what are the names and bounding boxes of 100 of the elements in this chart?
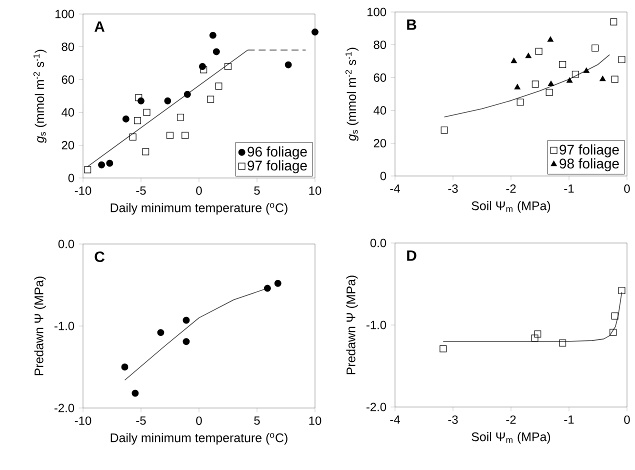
point	[535, 48, 542, 55]
y-axis-title: g$_{s}$ (mmol m$^{-2}$ s$^{-1}$)	[345, 48, 358, 141]
x-tick-label: -1	[564, 415, 574, 424]
point	[618, 287, 626, 294]
chart-title: C	[94, 251, 105, 262]
x-tick-label: -1	[564, 184, 574, 193]
y-tick-label: 20	[62, 140, 74, 150]
point	[164, 97, 172, 104]
point	[129, 134, 136, 140]
point	[106, 160, 114, 167]
x-tick-label: -3	[448, 415, 458, 424]
chart-title: B	[407, 19, 416, 30]
x-tick-label: -2	[506, 415, 516, 424]
x-tick-label: -10	[74, 186, 92, 195]
point	[200, 66, 208, 74]
x-axis-title: Soil Ψ$_{m}$ (MPa)	[472, 201, 550, 213]
x-tick-label: -4	[390, 415, 400, 424]
y-tick-label: 0	[68, 174, 74, 182]
point	[514, 84, 520, 90]
point	[566, 77, 573, 83]
point	[547, 36, 554, 42]
point	[134, 117, 142, 124]
x-tick-label: -10	[74, 416, 92, 425]
y-tick-label: 80	[374, 40, 386, 50]
point	[207, 96, 214, 103]
point	[611, 312, 618, 320]
y-tick-label: -1.0	[366, 320, 386, 330]
y-tick-label: 100	[56, 10, 74, 18]
point	[212, 48, 220, 56]
point	[157, 329, 164, 336]
x-tick-label: -2	[506, 184, 516, 193]
point	[84, 166, 92, 174]
point	[98, 161, 106, 168]
x-tick-label: 0	[196, 186, 202, 195]
point	[583, 68, 590, 73]
legend-label: 98 foliage	[560, 158, 619, 172]
y-tick-label: 20	[374, 138, 386, 148]
point	[182, 338, 190, 346]
y-tick-label: -1.0	[54, 322, 74, 330]
point	[182, 316, 190, 324]
y-axis-title: Predawn Ψ (MPa)	[346, 276, 358, 374]
point	[182, 132, 189, 139]
point	[548, 80, 554, 86]
x-tick-label: 10	[309, 416, 322, 425]
point	[142, 148, 150, 156]
point	[572, 70, 579, 78]
y-tick-label: 80	[62, 42, 74, 52]
x-tick-label: 5	[254, 186, 260, 195]
y-tick-label: 100	[368, 8, 386, 16]
y-tick-label: -2.0	[54, 404, 74, 412]
legend-label: 97 foliage	[560, 144, 619, 158]
y-tick-label: 0.0	[58, 240, 74, 248]
point	[132, 390, 139, 397]
x-tick-label: -3	[448, 184, 458, 193]
line-series	[442, 292, 622, 342]
y-tick-label: 40	[62, 108, 74, 117]
point	[440, 126, 448, 134]
point	[510, 58, 517, 64]
point	[184, 90, 191, 98]
point	[264, 284, 271, 292]
y-tick-label: 60	[62, 75, 74, 84]
x-axis-title: Daily minimum temperature ($^{o}$C)	[110, 203, 288, 215]
x-tick-label: -5	[136, 416, 146, 425]
point	[143, 108, 150, 116]
point	[274, 280, 282, 287]
point	[224, 62, 232, 70]
legend-label: 96 foliage	[248, 146, 307, 160]
point	[166, 132, 174, 139]
point	[525, 52, 532, 58]
y-tick-label: 40	[374, 106, 386, 115]
point	[122, 115, 130, 122]
point	[516, 98, 524, 106]
x-tick-label: -5	[136, 186, 146, 195]
point	[600, 76, 606, 82]
y-axis-title: Predawn Ψ (MPa)	[34, 276, 46, 376]
point	[209, 32, 216, 39]
point	[610, 328, 617, 336]
x-axis-title: Daily minimum temperature ($^{o}$C)	[110, 433, 288, 445]
line-series	[444, 54, 610, 118]
point	[176, 114, 184, 121]
point	[135, 94, 142, 102]
x-tick-label: 5	[254, 416, 260, 425]
point	[534, 330, 542, 338]
y-tick-label: 0	[380, 172, 386, 180]
point	[312, 28, 318, 36]
x-tick-label: -4	[390, 184, 400, 193]
y-tick-label: 60	[374, 73, 386, 82]
point	[532, 80, 539, 88]
y-tick-label: 0.0	[370, 238, 386, 248]
point	[440, 345, 447, 352]
point	[559, 340, 566, 347]
x-tick-label: 0	[196, 416, 202, 425]
point	[592, 44, 599, 52]
y-tick-label: -2.0	[366, 402, 386, 412]
x-tick-label: 0	[624, 184, 630, 193]
point	[611, 76, 618, 83]
x-axis-title: Soil Ψ$_{m}$ (MPa)	[472, 432, 550, 444]
point	[531, 334, 538, 342]
x-tick-label: 0	[624, 415, 630, 424]
chart-title: D	[407, 250, 416, 261]
